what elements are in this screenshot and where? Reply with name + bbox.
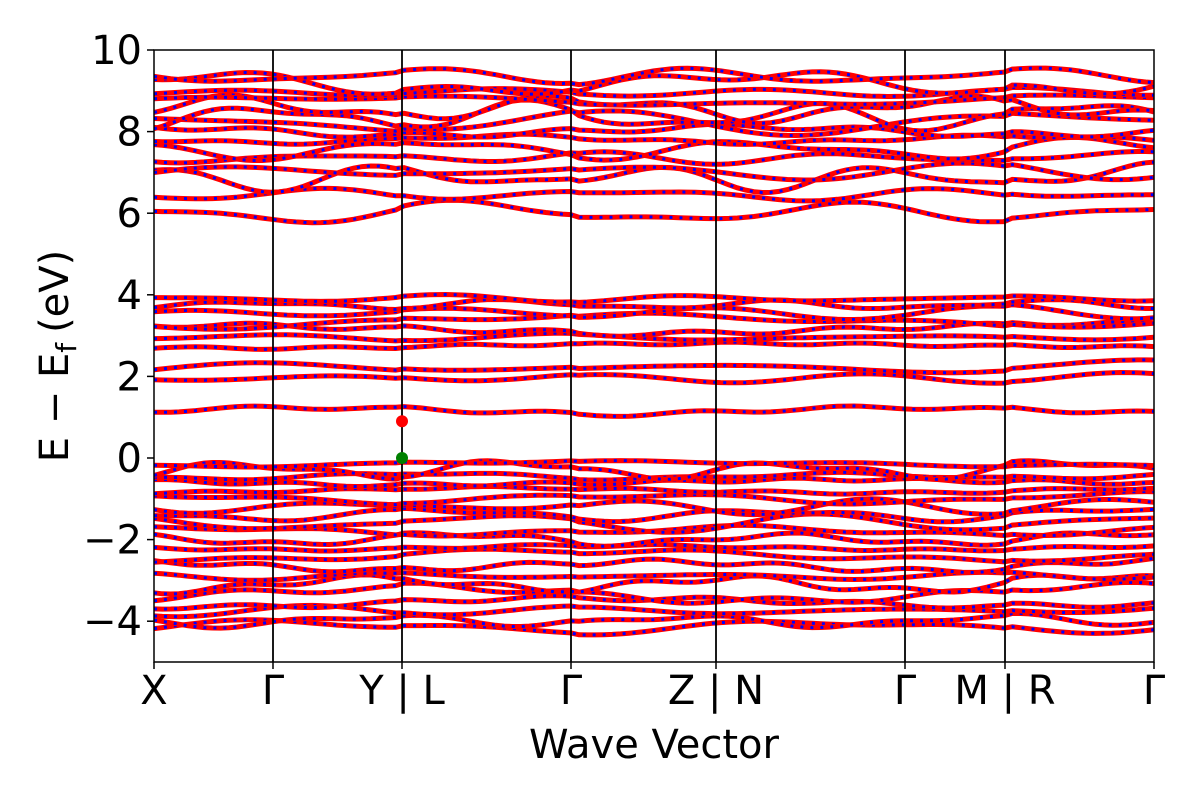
band-dash-conduction-low-9	[154, 292, 1154, 304]
band-valence-10	[154, 530, 1154, 549]
band-dash-conduction-low-0	[154, 404, 1154, 418]
band-dash-valence-6	[154, 570, 1154, 582]
x-tick-label: M | R	[954, 668, 1055, 714]
band-dash-valence-1	[154, 612, 1154, 630]
band-dash-valence-2	[154, 603, 1154, 619]
band-dash-valence-8	[154, 547, 1154, 564]
band-dash-conduction-high-12	[154, 86, 1154, 99]
band-dash-valence-14	[154, 497, 1154, 517]
band-dash-valence-16	[154, 484, 1154, 496]
y-axis-title-unit: (eV)	[32, 250, 78, 333]
band-dash-conduction-low-8	[154, 297, 1154, 312]
band-dash-conduction-high-10	[154, 93, 1154, 125]
band-dash-valence-15	[154, 490, 1154, 507]
band-dash-conduction-high-4	[154, 150, 1154, 166]
x-tick-label: Γ	[262, 668, 285, 714]
band-dash-conduction-low-4	[154, 331, 1154, 343]
band-dash-conduction-high-11	[154, 93, 1154, 107]
band-dash-valence-4	[154, 580, 1154, 605]
y-tick-label: 4	[117, 273, 142, 319]
band-dash-conduction-high-7	[154, 122, 1154, 139]
band-conduction-high-14	[154, 65, 1154, 88]
band-dash-conduction-high-8	[154, 109, 1154, 138]
y-tick-label: −2	[83, 518, 142, 564]
markers-layer	[396, 415, 408, 464]
bands-layer	[154, 65, 1154, 638]
band-dash-valence-13	[154, 506, 1154, 524]
band-dash-conduction-low-1	[154, 370, 1154, 385]
y-axis-title-main: E − E	[32, 353, 78, 463]
y-tick-label: 0	[117, 436, 142, 482]
band-dash-conduction-high-13	[154, 70, 1154, 96]
y-axis-title: E − Ef (eV)	[32, 250, 83, 463]
band-valence-19	[154, 458, 1154, 482]
band-dash-valence-9	[154, 543, 1154, 553]
band-dash-conduction-low-7	[154, 303, 1154, 321]
band-dash-conduction-high-1	[154, 186, 1154, 203]
y-tick-label: 6	[117, 191, 142, 237]
x-tick-label: Y | L	[358, 668, 445, 714]
x-axis-ticks: X Γ Y | L Γ Z | N Γ M | R Γ	[140, 662, 1166, 714]
band-dash-conduction-low-2	[154, 358, 1154, 375]
band-dash-conduction-high-6	[154, 132, 1154, 146]
x-tick-label: Γ	[560, 668, 583, 714]
band-dash-valence-7	[154, 556, 1154, 574]
band-dash-conduction-high-3	[154, 161, 1154, 182]
x-tick-label: Γ	[1143, 668, 1166, 714]
x-tick-label: Γ	[894, 668, 917, 714]
band-dash-valence-0	[154, 618, 1154, 637]
cbm-marker	[396, 415, 408, 428]
x-axis-title: Wave Vector	[529, 722, 780, 768]
y-tick-label: −4	[83, 599, 142, 645]
kpoint-lines	[272, 50, 1006, 662]
y-axis-title-sub: f	[50, 342, 83, 353]
y-tick-label: 2	[117, 354, 142, 400]
vbm-marker	[396, 452, 408, 464]
band-conduction-high-0	[154, 197, 1154, 226]
band-valence-5	[154, 572, 1154, 597]
band-dash-conduction-high-5	[154, 135, 1154, 162]
plot-frame	[153, 49, 1155, 663]
band-dash-valence-20	[154, 459, 1154, 469]
y-axis-ticks: −4 −2 0 2 4 6 8 10	[83, 28, 154, 645]
y-tick-label: 10	[91, 28, 142, 74]
band-dash-conduction-low-5	[154, 320, 1154, 338]
band-dash-valence-12	[154, 512, 1154, 534]
band-dash-conduction-low-3	[154, 340, 1154, 351]
x-tick-label: X	[140, 668, 167, 714]
y-tick-label: 8	[117, 110, 142, 156]
x-tick-label: Z | N	[668, 668, 764, 714]
band-dash-conduction-high-0	[154, 198, 1154, 225]
